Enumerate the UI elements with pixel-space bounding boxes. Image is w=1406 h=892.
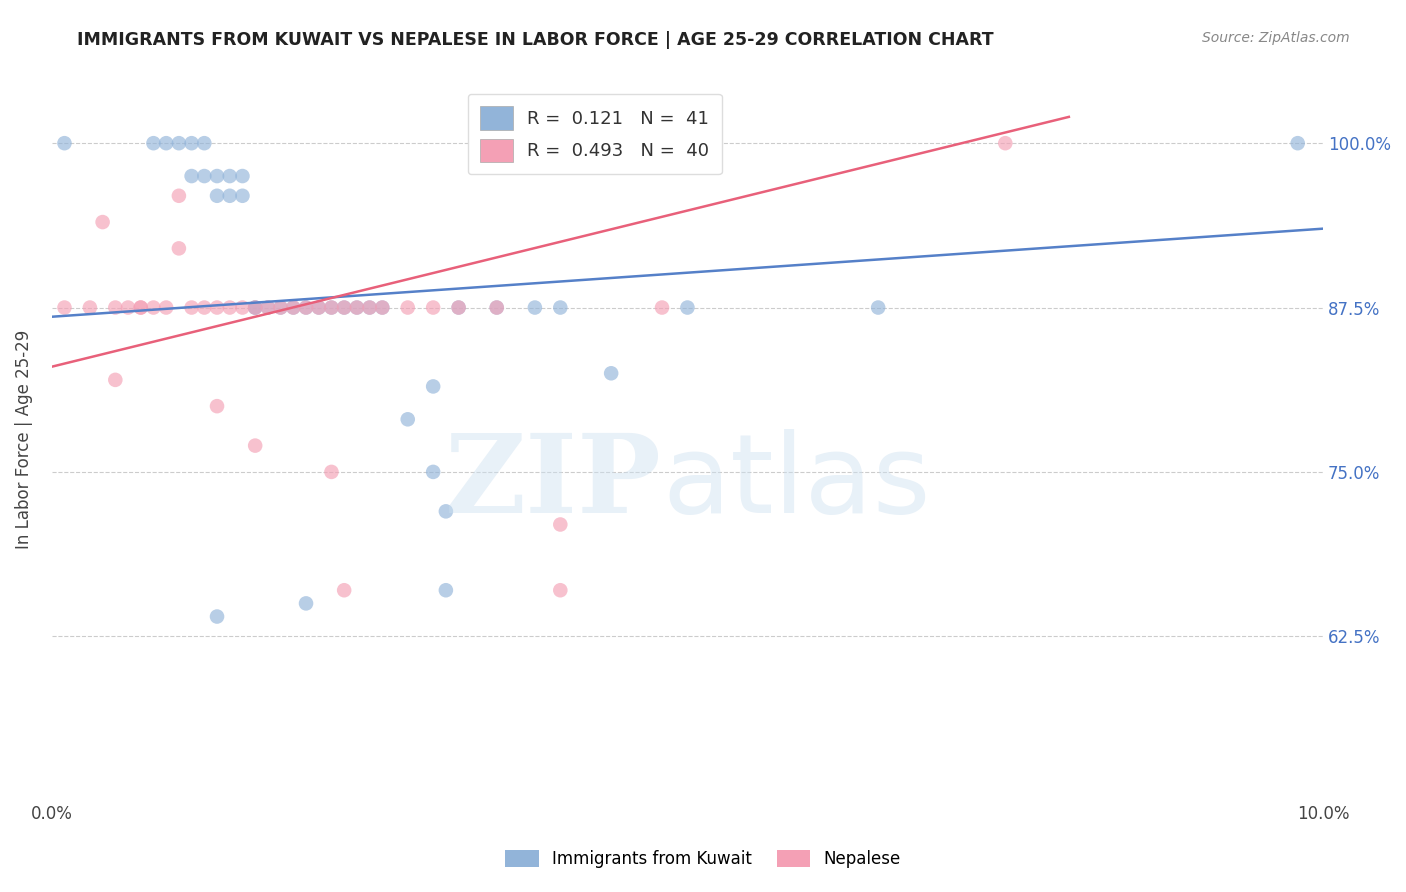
Point [371,301,394,315]
Point [434,583,457,598]
Point [600,366,623,380]
Point [205,188,228,202]
Point [346,301,368,315]
Point [868,301,890,315]
Point [167,136,190,151]
Point [155,136,177,151]
Point [321,301,343,315]
Point [231,169,253,183]
Point [346,301,368,315]
Point [308,301,330,315]
Point [550,517,572,532]
Point [155,301,177,315]
Point [218,301,240,315]
Point [117,301,139,315]
Point [422,465,444,479]
Point [651,301,673,315]
Text: IMMIGRANTS FROM KUWAIT VS NEPALESE IN LABOR FORCE | AGE 25-29 CORRELATION CHART: IMMIGRANTS FROM KUWAIT VS NEPALESE IN LA… [77,31,994,49]
Point [485,301,508,315]
Point [283,301,305,315]
Point [447,301,470,315]
Point [104,301,127,315]
Point [333,583,356,598]
Point [270,301,292,315]
Point [257,301,280,315]
Point [180,136,202,151]
Point [205,399,228,413]
Point [231,188,253,202]
Point [257,301,280,315]
Point [91,215,114,229]
Point [180,301,202,315]
Point [142,136,165,151]
Point [129,301,152,315]
Point [994,136,1017,151]
Point [142,301,165,315]
Legend: R =  0.121   N =  41, R =  0.493   N =  40: R = 0.121 N = 41, R = 0.493 N = 40 [468,94,721,175]
Point [243,301,266,315]
Point [79,301,101,315]
Point [676,301,699,315]
Point [53,136,76,151]
Point [243,439,266,453]
Point [422,301,444,315]
Text: atlas: atlas [662,429,931,536]
Point [243,301,266,315]
Point [180,169,202,183]
Point [333,301,356,315]
Y-axis label: In Labor Force | Age 25-29: In Labor Force | Age 25-29 [15,329,32,549]
Point [218,169,240,183]
Point [434,504,457,518]
Point [231,301,253,315]
Point [308,301,330,315]
Point [550,583,572,598]
Point [205,609,228,624]
Point [270,301,292,315]
Point [167,188,190,202]
Point [193,301,215,315]
Point [371,301,394,315]
Point [523,301,546,315]
Point [321,301,343,315]
Point [295,596,318,610]
Point [321,465,343,479]
Point [396,412,419,426]
Point [359,301,381,315]
Point [447,301,470,315]
Point [193,136,215,151]
Point [396,301,419,315]
Point [205,301,228,315]
Point [129,301,152,315]
Point [243,301,266,315]
Point [193,169,215,183]
Point [104,373,127,387]
Point [485,301,508,315]
Point [295,301,318,315]
Point [205,169,228,183]
Point [167,241,190,255]
Point [359,301,381,315]
Legend: Immigrants from Kuwait, Nepalese: Immigrants from Kuwait, Nepalese [499,843,907,875]
Point [218,188,240,202]
Point [283,301,305,315]
Point [333,301,356,315]
Point [1286,136,1309,151]
Point [422,379,444,393]
Text: ZIP: ZIP [446,429,662,536]
Text: Source: ZipAtlas.com: Source: ZipAtlas.com [1202,31,1350,45]
Point [550,301,572,315]
Point [53,301,76,315]
Point [295,301,318,315]
